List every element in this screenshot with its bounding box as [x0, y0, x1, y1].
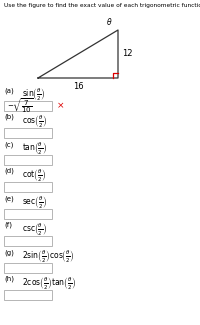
Text: $2\sin\!\left(\frac{\theta}{2}\right)\cos\!\left(\frac{\theta}{2}\right)$: $2\sin\!\left(\frac{\theta}{2}\right)\co…: [22, 249, 75, 265]
Text: (e): (e): [4, 195, 14, 202]
Bar: [4, 290, 52, 300]
Text: $\theta$: $\theta$: [106, 16, 112, 27]
Bar: [4, 128, 52, 138]
Text: $\tan\!\left(\frac{\theta}{2}\right)$: $\tan\!\left(\frac{\theta}{2}\right)$: [22, 141, 47, 157]
Bar: [4, 236, 52, 246]
Text: (a): (a): [4, 87, 14, 94]
Text: $-\sqrt{\dfrac{7}{10}}$: $-\sqrt{\dfrac{7}{10}}$: [7, 97, 34, 115]
Bar: [4, 182, 52, 192]
Bar: [4, 101, 52, 111]
Bar: [4, 209, 52, 219]
Text: $\csc\!\left(\frac{\theta}{2}\right)$: $\csc\!\left(\frac{\theta}{2}\right)$: [22, 222, 47, 238]
Text: 16: 16: [73, 82, 83, 91]
Text: (b): (b): [4, 114, 14, 121]
Text: (c): (c): [4, 141, 13, 148]
Text: (f): (f): [4, 222, 12, 228]
Text: (h): (h): [4, 276, 14, 282]
Text: Use the figure to find the exact value of each trigonometric function.: Use the figure to find the exact value o…: [4, 3, 200, 8]
Bar: [4, 155, 52, 165]
Text: $\cot\!\left(\frac{\theta}{2}\right)$: $\cot\!\left(\frac{\theta}{2}\right)$: [22, 168, 46, 184]
Text: (g): (g): [4, 249, 14, 255]
Bar: [4, 263, 52, 273]
Text: $\sin\!\left(\frac{\theta}{2}\right)$: $\sin\!\left(\frac{\theta}{2}\right)$: [22, 87, 46, 103]
Text: $\times$: $\times$: [56, 101, 64, 111]
Text: 12: 12: [122, 49, 132, 58]
Text: (d): (d): [4, 168, 14, 175]
Text: $\cos\!\left(\frac{\theta}{2}\right)$: $\cos\!\left(\frac{\theta}{2}\right)$: [22, 114, 47, 130]
Text: $2\cos\!\left(\frac{\theta}{2}\right)\tan\!\left(\frac{\theta}{2}\right)$: $2\cos\!\left(\frac{\theta}{2}\right)\ta…: [22, 276, 76, 292]
Text: $\sec\!\left(\frac{\theta}{2}\right)$: $\sec\!\left(\frac{\theta}{2}\right)$: [22, 195, 47, 211]
